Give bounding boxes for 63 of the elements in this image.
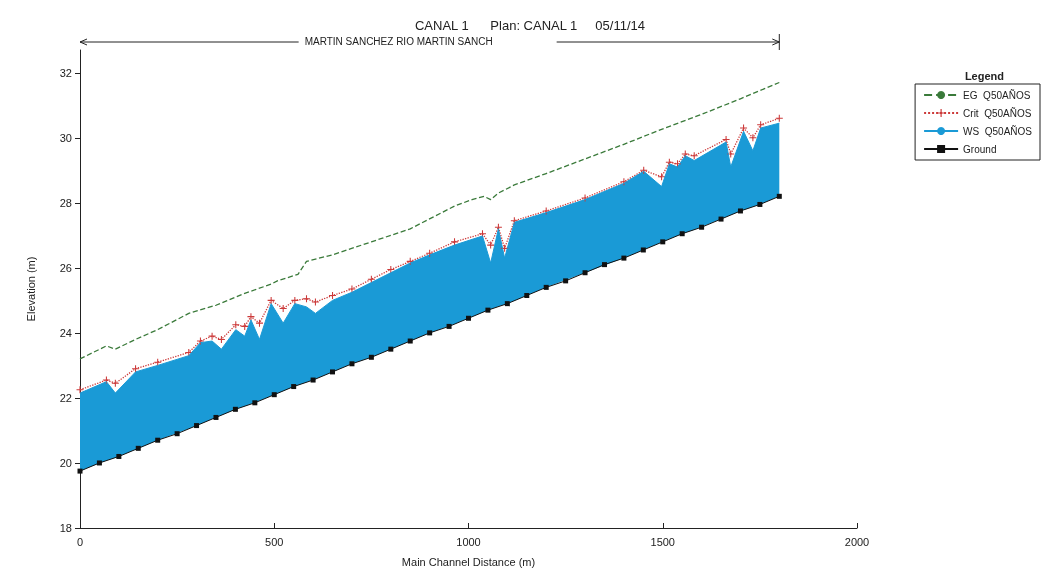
point	[135, 445, 141, 451]
legend-label: EG Q50AÑOS	[963, 88, 1031, 101]
line-series	[79, 81, 780, 360]
point	[699, 224, 705, 230]
point	[349, 361, 355, 367]
point	[504, 301, 510, 307]
point	[640, 247, 646, 253]
point	[348, 285, 356, 293]
point	[388, 346, 394, 352]
point	[271, 392, 277, 398]
y-tick-label: 26	[59, 261, 72, 274]
point	[291, 384, 297, 390]
y-tick-label: 24	[59, 326, 72, 339]
point	[174, 431, 180, 437]
point	[330, 369, 336, 375]
y-tick-label: 28	[59, 196, 72, 209]
point	[601, 262, 607, 268]
y-tick-label: 18	[59, 522, 72, 534]
chart-subtitle: MARTIN SANCHEZ RIO MARTIN SANCH	[304, 35, 493, 47]
point	[213, 414, 219, 420]
legend-title: Legend	[964, 69, 1005, 82]
point	[776, 193, 782, 199]
point	[427, 330, 433, 336]
point	[446, 323, 452, 329]
point	[194, 423, 200, 429]
y-tick-label: 22	[59, 391, 72, 404]
point	[407, 338, 413, 344]
x-axis-title: Main Channel Distance (m)	[401, 555, 536, 568]
point	[718, 216, 724, 222]
y-axis-title: Elevation (m)	[24, 256, 37, 322]
legend-label: Ground	[963, 143, 997, 155]
legend-label: Crit Q50AÑOS	[963, 106, 1032, 119]
x-tick-label: 500	[265, 535, 284, 548]
x-tick-label: 2000	[844, 535, 870, 548]
point	[77, 468, 83, 474]
point	[116, 453, 122, 459]
x-tick-label: 0	[76, 535, 84, 548]
y-tick-label: 32	[59, 66, 72, 79]
y-tick-label: 20	[59, 456, 72, 469]
point	[679, 231, 685, 237]
point	[582, 270, 588, 276]
point	[76, 386, 84, 394]
chart-title: CANAL 1 Plan: CANAL 1 05/11/14	[414, 18, 646, 33]
point	[252, 400, 258, 406]
point	[757, 201, 763, 207]
point	[96, 460, 102, 466]
x-tick-label: 1500	[650, 535, 675, 548]
point	[524, 293, 530, 298]
point	[368, 354, 374, 360]
x-tick-label: 1000	[456, 535, 481, 548]
point	[485, 307, 491, 313]
point	[563, 278, 569, 284]
point	[660, 239, 666, 245]
legend-label: WS Q50AÑOS	[963, 124, 1033, 137]
point	[543, 284, 549, 290]
point	[311, 298, 319, 306]
point	[621, 255, 627, 261]
y-tick-label: 30	[59, 131, 72, 144]
point	[310, 377, 316, 383]
point	[466, 315, 471, 321]
point	[737, 208, 743, 214]
point	[232, 406, 238, 412]
point	[155, 437, 161, 443]
